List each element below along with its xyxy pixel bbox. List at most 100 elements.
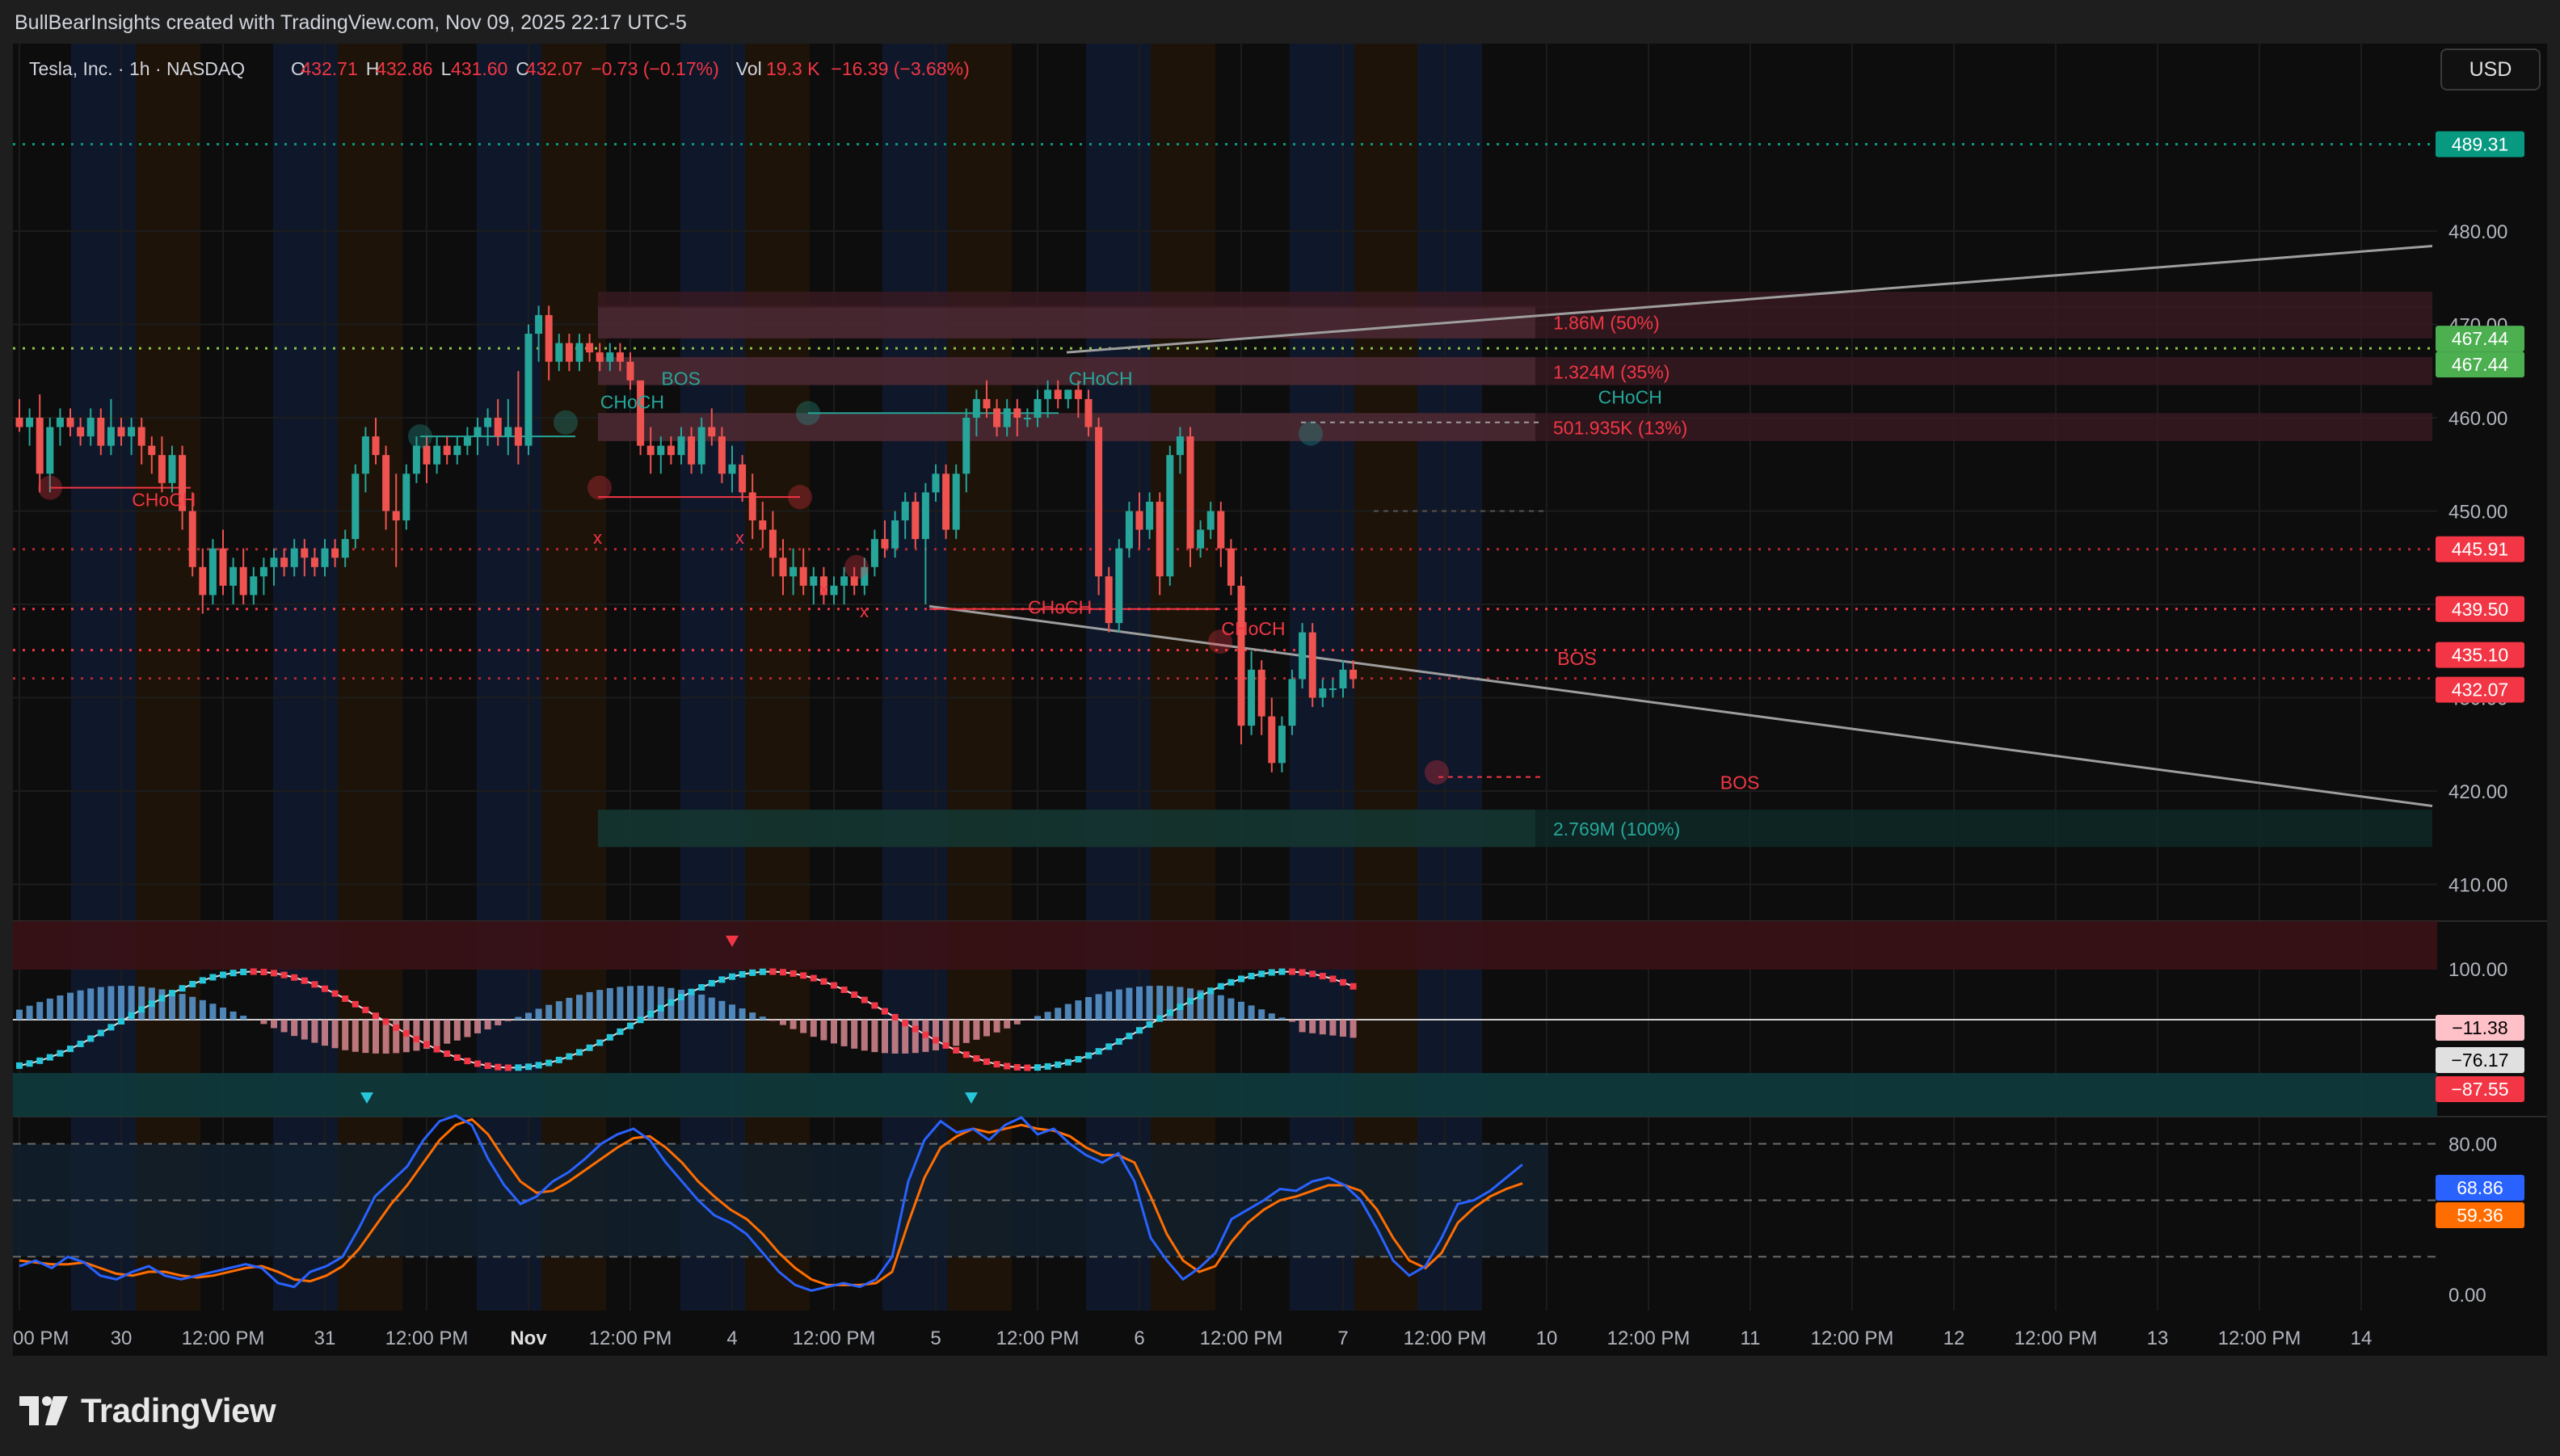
osc-bar-87 xyxy=(902,1020,909,1054)
osc-bar-91 xyxy=(942,1020,949,1049)
candle-body-84 xyxy=(870,539,878,567)
chart-canvas[interactable]: 1.86M (50%) 1.324M (35%) 501.935K (13%) 2.7… xyxy=(0,0,2560,1374)
structure-label-0: CHoCH xyxy=(132,490,196,511)
osc-bar-107 xyxy=(1105,991,1113,1020)
osc-bar-88 xyxy=(912,1020,919,1054)
price-tick-6: 420.00 xyxy=(2448,781,2507,803)
legend-452.79999999999995: H xyxy=(366,58,380,79)
candle-body-64 xyxy=(667,445,675,456)
pivot-marker-2 xyxy=(554,410,578,435)
osc-dot-30 xyxy=(322,985,328,992)
footer: TradingView xyxy=(0,1374,2560,1456)
candle-body-40 xyxy=(423,445,431,465)
stoch-label-d-bg xyxy=(2436,1202,2524,1228)
session-band-7 xyxy=(745,44,810,1311)
osc-dot-71 xyxy=(739,970,746,978)
candle-body-78 xyxy=(810,576,818,586)
osc-dot-95 xyxy=(983,1058,990,1065)
osc-bar-78 xyxy=(810,1020,817,1037)
osc-bar-11 xyxy=(128,986,135,1020)
candle-body-61 xyxy=(637,380,645,446)
osc-dot-34 xyxy=(362,1006,369,1013)
structure-lines xyxy=(50,412,1543,778)
osc-bar-56 xyxy=(586,991,593,1020)
time-tick-23: 14 xyxy=(2351,1328,2373,1349)
tradingview-logo[interactable]: TradingView xyxy=(19,1391,276,1430)
price-axis[interactable]: 480.00470.00460.00450.00440.00430.00420.… xyxy=(2436,131,2524,1307)
time-axis[interactable]: 00 PM 30 12:00 PM 31 12:00 PM Nov 12:00 PM 4 12:… xyxy=(13,1328,2372,1349)
osc-dot-64 xyxy=(667,999,675,1006)
osc-dot-69 xyxy=(718,976,726,983)
volume-zone-fill-1 xyxy=(598,356,1535,385)
candle-body-22 xyxy=(239,566,247,595)
candle-body-38 xyxy=(402,473,411,521)
osc-dot-96 xyxy=(993,1061,1000,1068)
candle-body-74 xyxy=(768,529,777,558)
osc-bar-68 xyxy=(708,997,715,1020)
osc-bar-79 xyxy=(820,1020,827,1041)
candle-body-89 xyxy=(921,492,929,540)
candle-body-82 xyxy=(850,576,858,586)
candle-body-86 xyxy=(891,520,899,549)
osc-tick-100: 100.00 xyxy=(2448,959,2507,981)
candle-body-107 xyxy=(1105,576,1113,624)
price-label-489: 489.31 xyxy=(2452,133,2508,154)
legend-910.7999999999998: Vol xyxy=(736,58,762,79)
osc-dot-29 xyxy=(311,981,318,988)
candle-body-52 xyxy=(545,314,553,362)
candle-body-51 xyxy=(535,314,543,335)
candle-body-15 xyxy=(168,455,176,483)
candle-body-125 xyxy=(1288,679,1296,726)
candle-body-1 xyxy=(26,418,34,427)
pivot-marker-3 xyxy=(587,475,612,500)
osc-bar-60 xyxy=(627,986,634,1020)
osc-bar-4 xyxy=(57,995,64,1020)
stoch-label-k: 68.86 xyxy=(2457,1177,2503,1198)
osc-bar-58 xyxy=(606,987,613,1020)
candle-body-79 xyxy=(819,576,827,595)
osc-bar-57 xyxy=(596,990,604,1020)
candle-body-114 xyxy=(1176,436,1184,456)
candle-body-24 xyxy=(259,566,267,577)
price-label-439-bg xyxy=(2436,595,2524,622)
currency-button[interactable]: USD xyxy=(2440,48,2541,90)
osc-bar-112 xyxy=(1156,986,1164,1020)
osc-dot-97 xyxy=(1004,1063,1011,1070)
osc-bar-16 xyxy=(179,994,186,1020)
osc-dot-63 xyxy=(657,1004,664,1012)
osc-dot-38 xyxy=(402,1030,410,1037)
osc-dot-37 xyxy=(393,1024,400,1031)
osc-bar-130 xyxy=(1340,1020,1346,1037)
osc-dot-102 xyxy=(1055,1061,1062,1068)
osc-bar-2 xyxy=(36,1002,44,1020)
legend-638.3999999999999: C xyxy=(516,58,529,79)
osc-dot-121 xyxy=(1248,972,1255,979)
osc-bar-52 xyxy=(545,1004,553,1020)
osc-bar-50 xyxy=(525,1012,532,1020)
volume-zone-fill-3 xyxy=(598,810,1535,848)
osc-dot-25 xyxy=(271,970,277,977)
legend-947.9999999999999: 19.3 K xyxy=(766,58,820,79)
osc-dot-50 xyxy=(525,1063,532,1071)
osc-dot-44 xyxy=(464,1058,471,1065)
time-axis-panel[interactable] xyxy=(13,1311,2547,1356)
time-tick-9: 5 xyxy=(930,1328,941,1349)
structure-label-6: CHoCH xyxy=(1598,387,1662,408)
osc-bar-19 xyxy=(209,1004,217,1020)
osc-dot-81 xyxy=(840,987,848,994)
candle-body-56 xyxy=(586,343,594,353)
osc-bar-116 xyxy=(1197,990,1204,1020)
osc-dot-126 xyxy=(1299,969,1306,976)
osc-bar-108 xyxy=(1115,989,1122,1020)
osc-bar-72 xyxy=(749,1012,756,1020)
osc-bar-27 xyxy=(291,1020,298,1037)
osc-dot-129 xyxy=(1329,975,1337,983)
structure-label-1: CHoCH xyxy=(600,391,664,412)
candle-body-43 xyxy=(453,445,461,456)
stoch-d-line xyxy=(19,1117,1523,1286)
candle-body-108 xyxy=(1115,548,1123,624)
time-tick-22: 12:00 PM xyxy=(2218,1328,2301,1349)
candle-body-29 xyxy=(310,558,318,567)
publisher-credit: BullBearInsights created with TradingVie… xyxy=(15,11,687,34)
